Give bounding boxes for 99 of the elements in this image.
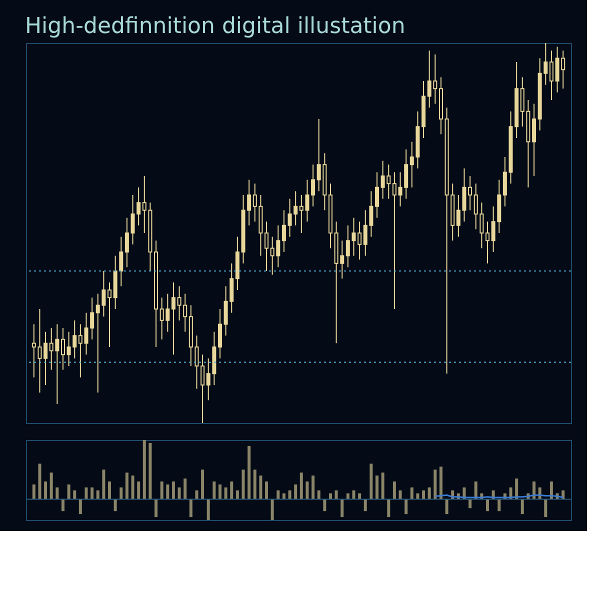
bar [416,493,420,500]
bar [114,499,117,512]
bar [184,478,187,500]
bar [445,499,448,514]
bar [195,490,198,500]
bar [125,472,128,500]
bar [434,470,437,500]
bar [56,487,59,500]
bar [544,499,548,518]
bar [108,481,112,500]
bar [294,484,298,500]
bar [346,493,350,500]
candlestick [375,172,380,218]
bar [148,442,152,500]
bar [102,470,106,500]
candlestick [485,221,490,264]
bar [131,476,134,500]
candlestick [468,176,472,211]
bar [206,499,210,520]
bar [410,487,414,500]
bar [50,472,53,500]
bar [468,499,472,508]
bar [120,487,123,500]
bar [189,499,192,518]
bar [230,481,234,500]
bar [515,478,518,500]
bar [312,476,315,500]
candlestick [532,103,536,176]
bar [172,481,175,500]
candlestick [200,354,205,424]
bar [300,472,303,500]
bar [270,499,274,520]
bar [236,490,239,500]
bar [32,484,36,500]
bar [520,499,524,514]
bar [38,464,42,500]
bar [67,484,70,500]
bar [259,476,262,500]
bar [73,490,76,500]
bar [265,481,268,500]
bar [218,484,222,500]
bar [248,446,251,500]
candlestick [108,282,112,348]
bar [276,490,280,500]
bar [282,493,286,500]
bar [96,490,100,500]
bar [61,499,64,512]
candlestick [44,331,48,386]
bar [498,499,501,512]
bar [439,466,442,500]
bar [486,499,489,512]
bar [178,487,181,500]
chart-title: High-dedfinnition digital illustation [25,14,406,39]
bar [253,470,256,500]
candlestick [392,172,396,310]
bar [306,481,309,500]
candlestick [282,210,286,252]
bar [44,481,48,500]
candlestick [218,308,222,359]
bar [323,499,326,512]
bar [328,493,332,500]
bar [242,470,245,500]
bar [392,481,396,500]
bar [404,499,408,514]
bar [428,487,431,500]
bar [160,481,164,500]
bar [387,499,390,518]
bar [212,481,216,500]
bar [154,499,158,518]
bar [84,487,88,500]
bar [370,464,373,500]
candlestick [124,217,129,268]
candlestick [549,50,554,100]
candlestick [311,164,316,207]
bar [201,470,204,500]
bar [137,481,140,500]
candlestick [358,221,362,260]
candlestick [90,297,94,340]
candlestick [264,221,269,272]
bar [288,490,292,500]
bar [317,490,320,500]
bar [381,472,384,500]
bar [352,490,356,500]
bar [422,490,426,500]
candlestick [119,236,124,287]
bar [398,490,402,500]
bar [78,499,82,514]
bar [364,499,367,512]
candlestick [60,328,65,370]
candlestick [171,282,176,356]
bar [376,476,379,500]
bar [334,490,338,500]
bar [166,484,170,500]
bar [224,487,228,500]
bar [340,499,344,518]
candlestick [502,156,507,207]
bar [90,487,94,500]
bar [142,440,146,500]
bar [358,493,362,500]
